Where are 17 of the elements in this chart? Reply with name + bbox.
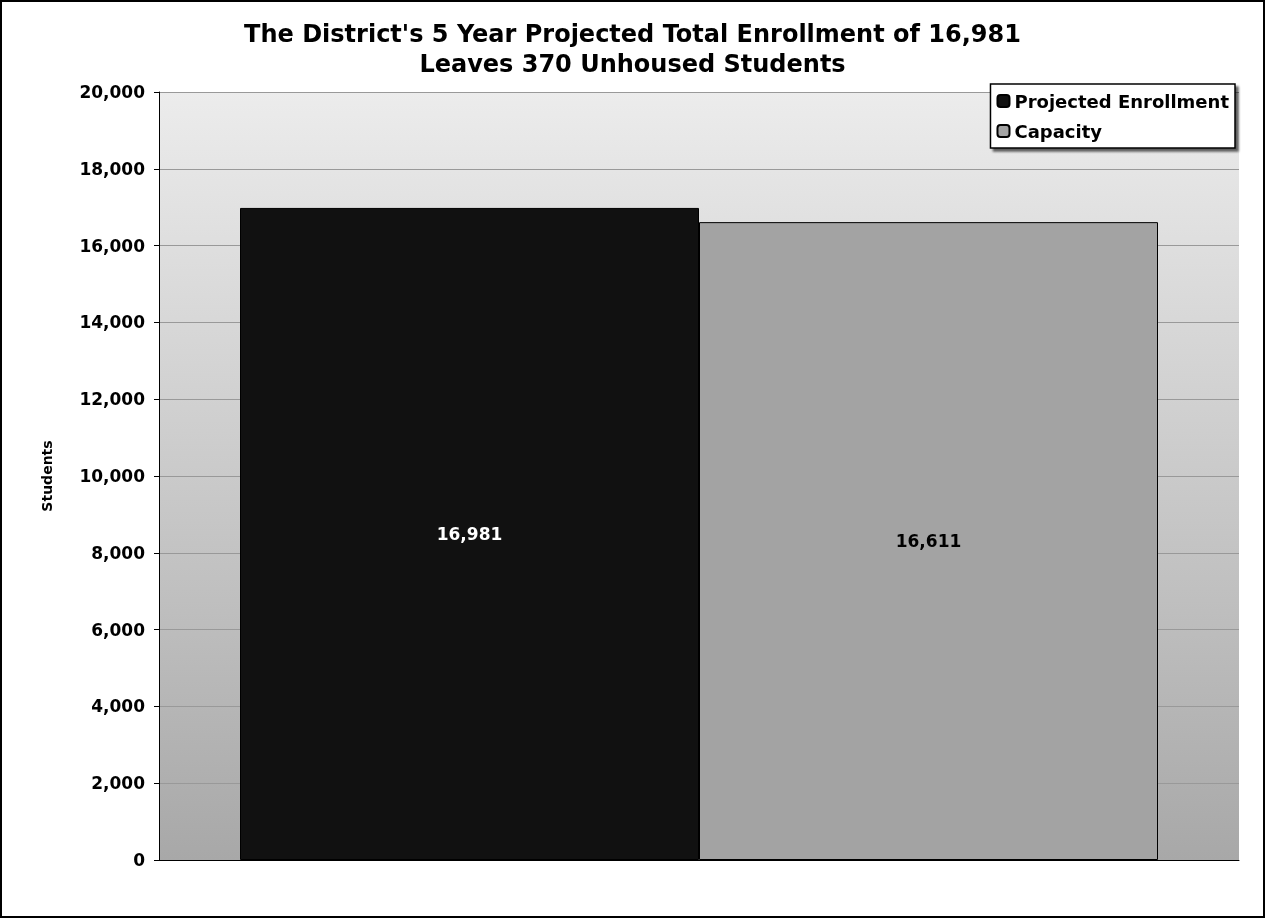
- y-tick-label: 10,000: [79, 466, 146, 486]
- y-tick-label: 0: [133, 850, 146, 870]
- y-tick-label: 2,000: [91, 773, 146, 794]
- y-tick-label: 20,000: [79, 82, 146, 102]
- data-label: 16,981: [436, 523, 503, 544]
- y-tick-label: 8,000: [91, 542, 146, 563]
- legend-label: Capacity: [1014, 120, 1103, 142]
- legend-label: Projected Enrollment: [1014, 90, 1230, 112]
- y-tick-label: 16,000: [79, 235, 146, 256]
- y-tick-label: 18,000: [79, 158, 146, 179]
- y-tick-label: 12,000: [79, 389, 146, 410]
- data-label: 16,611: [895, 531, 962, 552]
- y-tick-label: 14,000: [79, 312, 146, 333]
- chart-title: The District's 5 Year Projected Total Enrollment of 16,981 Leaves 370 Unhoused Students: [244, 20, 1021, 78]
- y-axis-title: Students: [39, 440, 55, 512]
- y-tick-label: 6,000: [91, 619, 146, 640]
- y-tick-label: 4,000: [91, 696, 146, 717]
